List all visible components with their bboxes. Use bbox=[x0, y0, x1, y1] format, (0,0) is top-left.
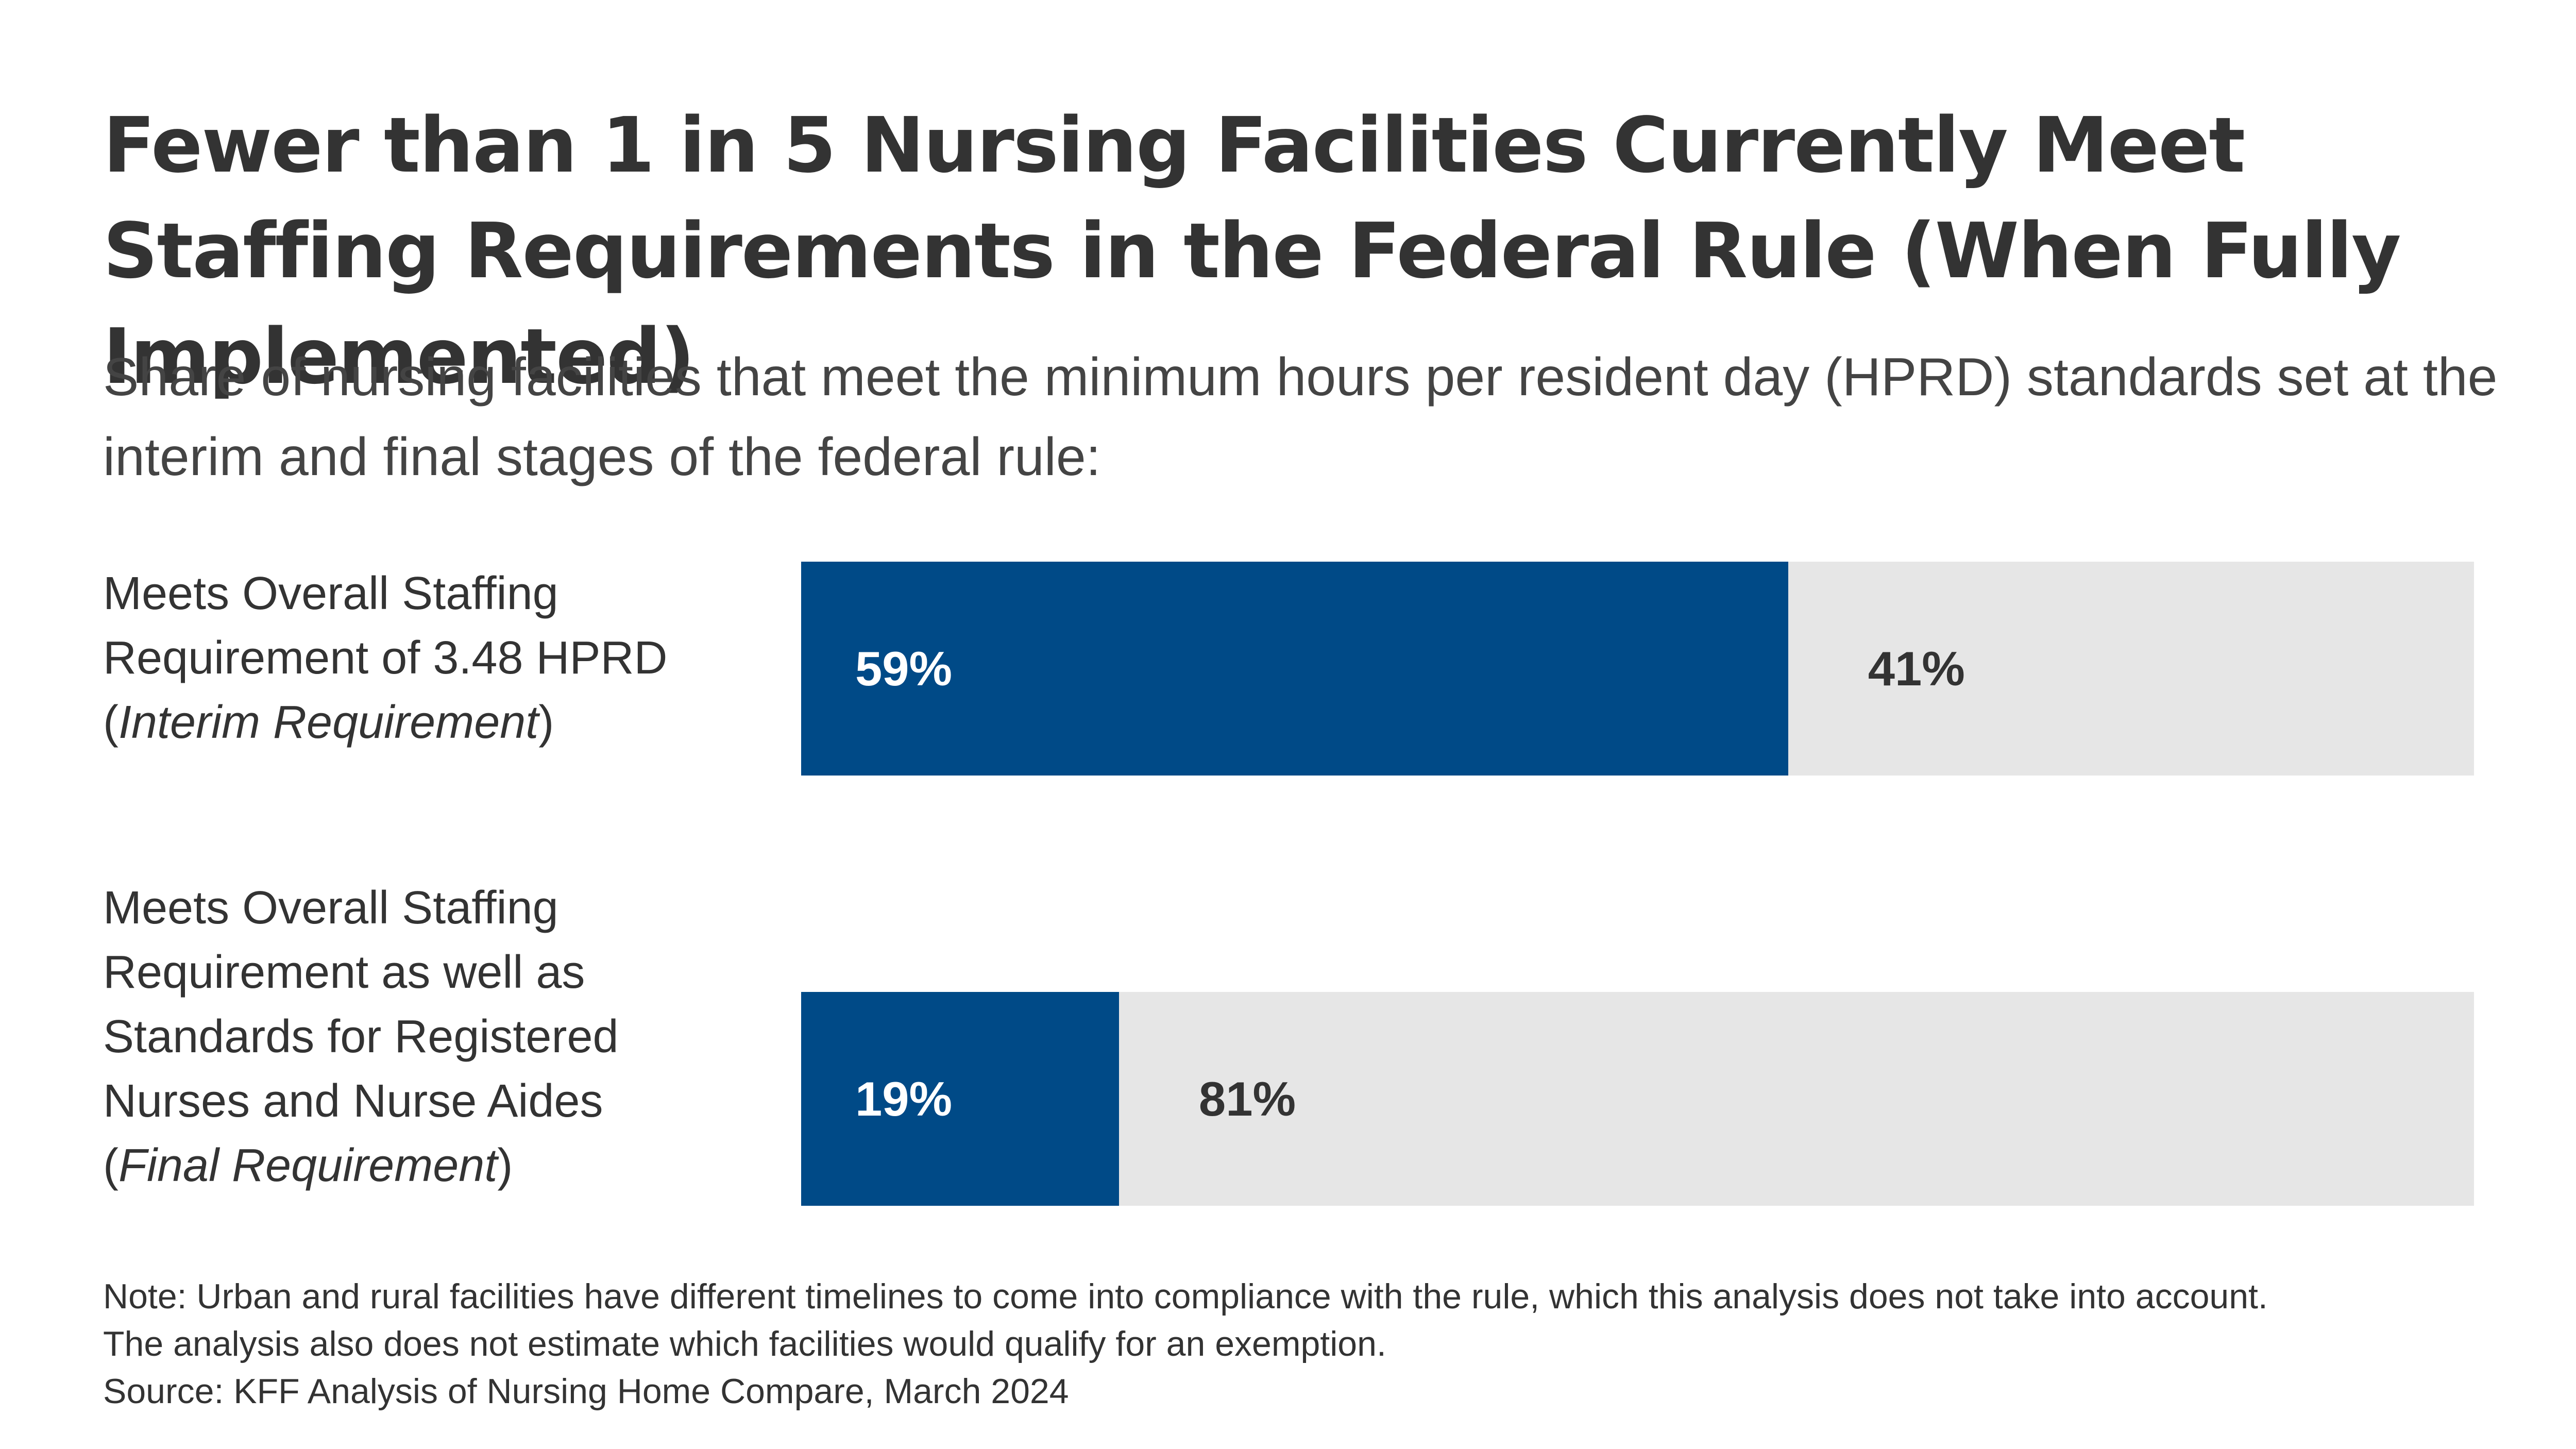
chart-title: Fewer than 1 in 5 Nursing Facilities Cur… bbox=[103, 101, 2401, 401]
chart-footnotes: Note: Urban and rural facilities have di… bbox=[103, 1273, 2318, 1415]
category-label-stage: (Final Requirement) bbox=[103, 1140, 513, 1191]
category-label-main: Meets Overall Staffing Requirement as we… bbox=[103, 882, 619, 1127]
data-label-not-meets-interim: 41% bbox=[1868, 641, 1965, 696]
data-label-meets-interim: 59% bbox=[855, 641, 953, 696]
chart-source: Source: KFF Analysis of Nursing Home Com… bbox=[103, 1372, 1069, 1411]
bar-meets-final bbox=[801, 992, 1119, 1206]
category-label-final: Meets Overall Staffing Requirement as we… bbox=[103, 876, 773, 1198]
category-label-stage: (Interim Requirement) bbox=[103, 697, 554, 748]
data-label-not-meets-final: 81% bbox=[1198, 1071, 1296, 1126]
chart-subtitle: Share of nursing facilities that meet th… bbox=[103, 347, 2498, 487]
data-label-meets-final: 19% bbox=[855, 1071, 953, 1126]
bar-meets-interim bbox=[801, 562, 1788, 776]
bar-row-interim: 59% 41% bbox=[801, 562, 2474, 776]
category-label-interim: Meets Overall Staffing Requirement of 3.… bbox=[103, 562, 773, 755]
category-label-main: Meets Overall Staffing Requirement of 3.… bbox=[103, 568, 668, 684]
bar-row-final: 19% 81% bbox=[801, 992, 2474, 1206]
chart-note: Note: Urban and rural facilities have di… bbox=[103, 1277, 2268, 1363]
